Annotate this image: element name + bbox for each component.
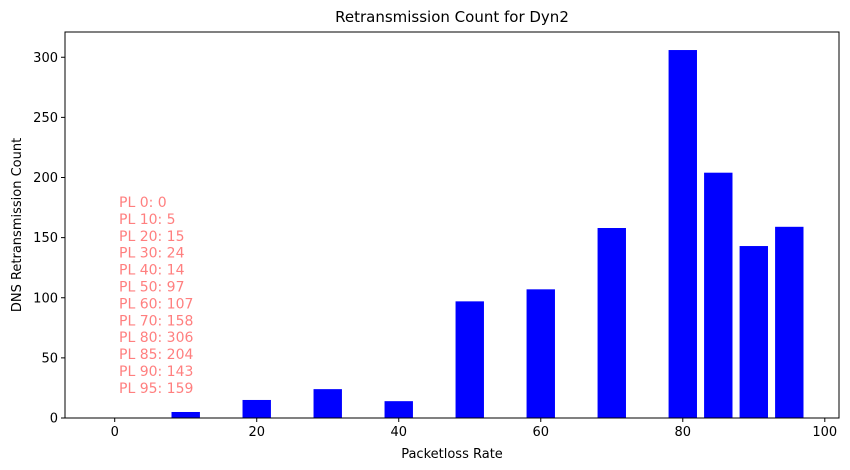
x-axis-label: Packetloss Rate <box>401 447 503 462</box>
x-tick-label: 80 <box>675 425 692 440</box>
x-tick-label: 40 <box>390 425 407 440</box>
annotation-label: PL 90: 143 <box>119 364 193 380</box>
annotation-label: PL 20: 15 <box>119 229 185 245</box>
annotation-label: PL 10: 5 <box>119 212 176 228</box>
annotation-label: PL 30: 24 <box>119 246 185 262</box>
y-axis: 0 50 100 150 200 250 300 <box>33 51 65 427</box>
bar <box>171 411 200 418</box>
annotation-label: PL 60: 107 <box>119 296 193 312</box>
x-tick-label: 100 <box>812 425 837 440</box>
bar <box>597 228 626 418</box>
bar <box>526 289 555 418</box>
bar <box>668 50 697 418</box>
x-tick-label: 60 <box>532 425 549 440</box>
bar <box>455 301 484 418</box>
y-tick-label: 250 <box>33 111 58 126</box>
y-tick-label: 200 <box>33 171 58 186</box>
annotation-label: PL 70: 158 <box>119 313 193 329</box>
y-axis-label: DNS Retransmission Count <box>10 138 25 312</box>
y-tick-label: 0 <box>50 412 58 427</box>
annotation-label: PL 0: 0 <box>119 195 167 211</box>
x-tick-label: 0 <box>111 425 119 440</box>
x-tick-label: 20 <box>248 425 265 440</box>
bar <box>739 246 768 418</box>
y-tick-label: 150 <box>33 231 58 246</box>
bars-group <box>171 50 804 418</box>
x-axis: 0 20 40 60 80 100 <box>111 418 837 440</box>
y-tick-label: 300 <box>33 51 58 66</box>
annotation-label: PL 95: 159 <box>119 381 193 397</box>
y-tick-label: 100 <box>33 291 58 306</box>
annotation-label: PL 85: 204 <box>119 347 193 363</box>
bar <box>313 389 342 418</box>
plot-frame <box>64 31 840 419</box>
chart-title: Retransmission Count for Dyn2 <box>335 8 569 26</box>
annotation-label: PL 80: 306 <box>119 330 193 346</box>
y-tick-label: 50 <box>41 351 58 366</box>
bar <box>775 226 804 418</box>
bar <box>384 401 413 418</box>
bar <box>704 172 733 418</box>
annotation-label: PL 40: 14 <box>119 263 185 279</box>
bar <box>242 399 271 418</box>
annotation-label: PL 50: 97 <box>119 280 185 296</box>
